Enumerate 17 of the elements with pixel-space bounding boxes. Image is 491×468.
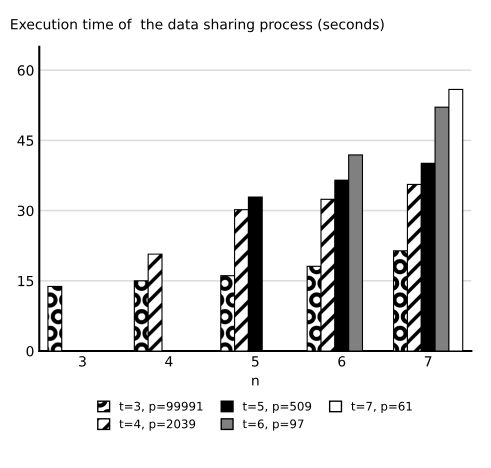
y-tick-label: 15 [18, 276, 34, 286]
y-tick-label: 45 [17, 136, 34, 146]
y-tick-label: 0 [26, 346, 34, 356]
legend-label: t=7, p=61 [351, 402, 412, 413]
x-tick-label: 6 [338, 356, 346, 367]
y-tick-label: 30 [18, 206, 34, 216]
x-tick-label: 7 [424, 356, 432, 366]
x-tick-label: 4 [165, 356, 173, 366]
y-tick-label: 60 [18, 65, 34, 76]
chart-title: Execution time of the data sharing process (seconds) [11, 18, 384, 32]
x-tick-label: 5 [252, 356, 259, 367]
legend-label: t=4, p=2039 [119, 419, 196, 431]
x-axis-title: n [252, 378, 259, 386]
x-tick-label: 3 [79, 356, 86, 367]
legend-label: t=6, p=97 [242, 419, 304, 431]
legend-label: t=5, p=509 [242, 402, 312, 413]
legend-label: t=3, p=99991 [119, 402, 202, 413]
